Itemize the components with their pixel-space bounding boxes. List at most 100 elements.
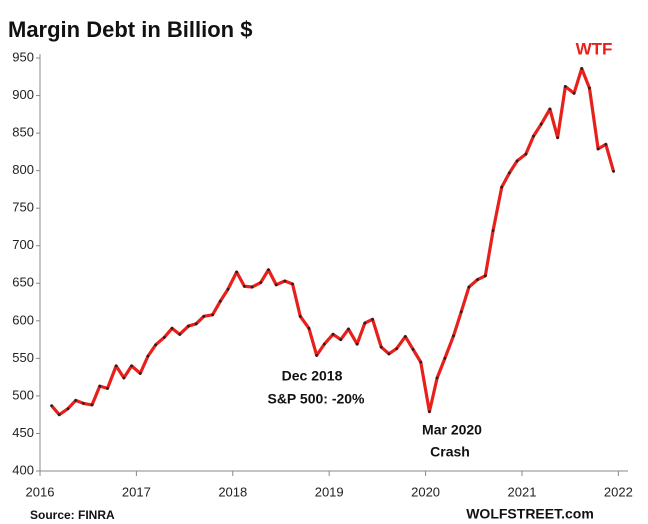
data-point [298,314,302,318]
data-point [467,285,471,289]
y-tick-label: 500 [12,387,34,402]
data-point [57,413,61,417]
data-point [315,353,319,357]
x-tick-label: 2016 [26,484,55,499]
data-point [387,352,391,356]
data-point [211,313,214,317]
data-point [483,274,487,278]
data-point [604,142,608,146]
data-point [403,335,407,338]
data-point [395,347,399,351]
data-point [532,134,535,138]
data-point [419,360,423,364]
x-tick-label: 2022 [604,484,633,499]
data-point [106,387,109,390]
data-point [98,384,102,388]
data-point [612,169,615,173]
data-point [291,282,294,286]
annotation: Crash [430,444,470,460]
data-point [322,342,326,346]
annotation: S&P 500: -20% [267,391,365,407]
chart-title: Margin Debt in Billion $ [8,17,252,42]
data-point [187,324,190,328]
data-point [81,402,85,405]
data-point [259,281,263,284]
data-point [548,107,552,111]
data-point [347,327,350,331]
data-point [114,364,118,368]
y-tick-label: 900 [12,87,34,102]
data-point [508,171,511,175]
x-tick-label: 2021 [508,484,537,499]
data-point [524,152,528,156]
data-point [154,343,158,347]
data-point [50,404,53,408]
data-point [331,332,335,336]
data-point [307,326,311,330]
data-point [138,371,142,375]
y-tick-label: 850 [12,125,34,140]
data-point [283,279,287,283]
data-point [355,342,359,346]
data-point [250,285,254,289]
data-point [371,317,374,321]
x-tick-label: 2018 [218,484,247,499]
data-point [122,376,126,380]
data-point [170,326,174,330]
y-tick-label: 950 [12,49,34,64]
data-point [515,159,519,163]
data-point [194,322,198,326]
data-point [74,399,78,402]
data-point [539,122,543,126]
annotation: WTF [576,39,613,58]
y-tick-label: 800 [12,162,34,177]
x-tick-label: 2019 [315,484,344,499]
y-tick-label: 400 [12,462,34,477]
data-point [242,284,246,288]
data-point [452,334,455,338]
data-point [66,407,70,411]
annotation: Dec 2018 [282,368,343,384]
data-point [500,185,504,189]
data-point [90,403,94,407]
data-point [459,310,463,314]
y-tick-label: 700 [12,237,34,252]
y-tick-label: 750 [12,200,34,215]
data-point [476,278,480,281]
data-point [274,283,278,287]
y-tick-label: 600 [12,312,34,327]
data-point [202,314,206,318]
data-point [235,270,239,274]
data-point [411,347,415,351]
data-point [339,338,343,341]
data-point [267,268,270,272]
data-point [491,229,495,233]
data-point [226,287,230,291]
x-tick-label: 2017 [122,484,151,499]
data-point [588,86,591,90]
data-point [435,376,439,380]
data-point [443,356,447,360]
data-point [563,85,567,88]
data-point [580,67,584,70]
data-point [162,335,166,339]
source: Source: FINRA [30,508,115,522]
y-tick-label: 450 [12,425,34,440]
data-point [556,136,560,139]
brand: WOLFSTREET.com [466,506,594,522]
data-point [218,299,222,303]
data-point [363,321,367,325]
annotation: Mar 2020 [422,422,482,438]
x-tick-label: 2020 [411,484,440,499]
y-tick-label: 550 [12,350,34,365]
data-point [572,91,576,95]
line-series [50,66,616,417]
data-point [596,147,600,151]
data-point [379,345,383,349]
data-point [130,364,133,368]
data-point [428,410,431,414]
data-point [178,332,182,336]
data-point [146,354,150,358]
y-tick-label: 650 [12,275,34,290]
